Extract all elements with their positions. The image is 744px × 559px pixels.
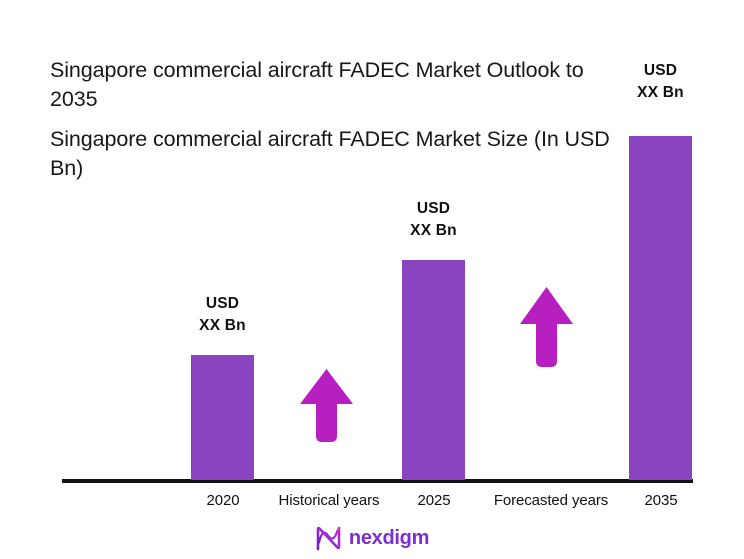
x-axis-label-2035: 2035 [644,492,678,509]
bar-value-currency: USD [416,200,451,217]
growth-arrow-forecast-icon [520,287,573,367]
bar-value-amount: XX Bn [199,317,246,334]
nexdigm-wordmark: nexdigm [348,527,430,549]
title-block: Singapore commercial aircraft FADEC Mark… [50,56,615,183]
page-subtitle: Singapore commercial aircraft FADEC Mark… [50,127,610,180]
bar-value-amount: XX Bn [637,84,684,101]
bar-2020[interactable] [191,355,254,480]
nexdigm-logo: nexdigm [0,526,744,551]
bar-value-label-2020: USD XX Bn [163,293,282,337]
bar-value-currency: USD [205,295,240,312]
bar-value-currency: USD [643,62,678,79]
bar-value-label-2035: USD XX Bn [601,60,720,104]
page-title: Singapore commercial aircraft FADEC Mark… [50,58,584,111]
x-axis-label-forecasted-years: Forecasted years [493,492,609,509]
bar-2035[interactable] [629,136,692,480]
x-axis-label-2025: 2025 [417,492,451,509]
nexdigm-n-mark-icon [316,526,341,551]
x-axis-baseline [62,479,693,483]
growth-arrow-historical-icon [300,369,353,442]
x-axis-label-historical-years: Historical years [278,492,380,509]
bar-2025[interactable] [402,260,465,480]
bar-value-label-2025: USD XX Bn [374,198,493,242]
x-axis-label-2020: 2020 [206,492,240,509]
bar-value-amount: XX Bn [410,222,457,239]
